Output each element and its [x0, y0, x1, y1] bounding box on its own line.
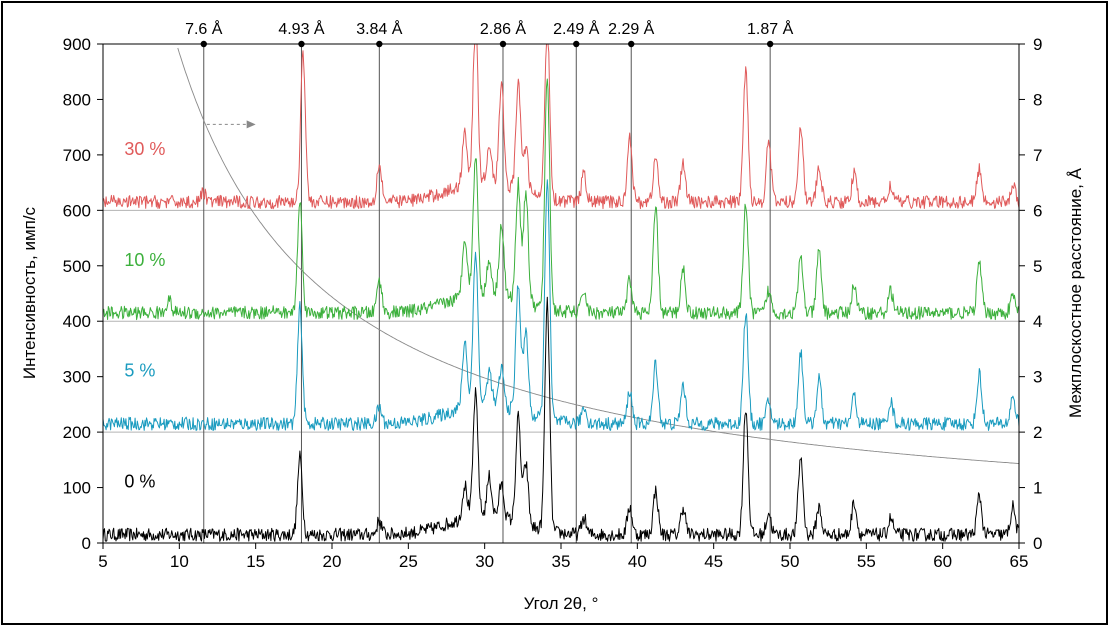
d-spacing-marker	[628, 40, 635, 48]
y2-tick-label: 5	[1033, 257, 1042, 276]
y-tick-label: 400	[63, 312, 91, 331]
y-tick-label: 900	[63, 35, 91, 54]
grid-layer	[103, 209, 1019, 433]
d-spacing-lines	[203, 44, 771, 543]
series-label: 0 %	[124, 472, 155, 492]
y2-axis-label: Межплоскостное расстояние, Å	[1066, 167, 1085, 418]
x-tick-label: 30	[475, 552, 494, 571]
y-tick-label: 800	[63, 90, 91, 109]
x-tick-label: 50	[781, 552, 800, 571]
d-spacing-marker	[766, 40, 774, 48]
x-tick-label: 65	[1010, 552, 1029, 571]
y-tick-label: 600	[63, 201, 91, 220]
d-spacing-label: 4.93 Å	[278, 19, 325, 38]
d-spacing-marker	[376, 40, 383, 48]
arrow-head	[246, 120, 256, 129]
d-spacing-label: 1.87 Å	[747, 19, 794, 38]
x-tick-label: 20	[323, 552, 342, 571]
arrow-annotation	[206, 120, 256, 129]
x-tick-label: 15	[246, 552, 265, 571]
y2-tick-label: 7	[1033, 146, 1042, 165]
d-spacing-marker	[573, 40, 580, 48]
y-tick-label: 500	[63, 257, 91, 276]
y-tick-label: 0	[82, 534, 91, 553]
y2-tick-label: 1	[1033, 479, 1042, 498]
d-spacing-marker	[200, 40, 207, 48]
d-spacing-curve-layer	[177, 47, 1020, 464]
y2-tick-label: 8	[1033, 90, 1042, 109]
d-spacing-label: 2.49 Å	[553, 19, 600, 38]
y2-tick-label: 0	[1033, 534, 1042, 553]
series-trace	[102, 43, 1020, 210]
d-spacing-label: 2.29 Å	[608, 19, 655, 38]
x-tick-label: 40	[628, 552, 647, 571]
x-axis-label: Угол 2θ, °	[524, 594, 599, 613]
x-tick-label: 55	[857, 552, 876, 571]
y-tick-label: 200	[63, 423, 91, 442]
x-tick-label: 5	[98, 552, 107, 571]
x-tick-label: 60	[933, 552, 952, 571]
y-tick-label: 700	[63, 146, 91, 165]
y2-tick-label: 9	[1033, 35, 1042, 54]
x-tick-label: 35	[552, 552, 571, 571]
series-layer: 0 % 5 % 10 % 30 %	[102, 43, 1020, 542]
y-tick-label: 100	[63, 479, 91, 498]
x-tick-label: 25	[399, 552, 418, 571]
plot-area	[102, 43, 1020, 544]
x-tick-label: 45	[704, 552, 723, 571]
x-tick-label: 10	[170, 552, 189, 571]
y2-tick-label: 2	[1033, 423, 1042, 442]
series-label: 5 %	[124, 361, 155, 381]
y-axis-label: Интенсивность, имп/с	[20, 206, 39, 379]
series-trace	[102, 78, 1020, 321]
series-trace	[102, 179, 1020, 431]
series-label: 30 %	[124, 139, 165, 159]
d-spacing-marker	[499, 40, 507, 48]
axis-ticks: 5 10 15 20 25 30 35 40 45 50 55 60 65010020030040050…	[63, 35, 1043, 571]
d-spacing-curve	[177, 47, 1020, 464]
d-spacing-label: 7.6 Å	[185, 19, 223, 38]
y2-tick-label: 3	[1033, 368, 1042, 387]
d-spacing-marker	[298, 40, 305, 48]
series-label: 10 %	[124, 250, 165, 270]
y-tick-label: 300	[63, 368, 91, 387]
y2-tick-label: 4	[1033, 312, 1042, 331]
d-spacing-labels: 7.6 Å 4.93 Å 3.84 Å 2.86 Å 2.49 Å 2.29 Å 1.87 …	[185, 19, 794, 48]
y2-tick-label: 6	[1033, 201, 1042, 220]
series-trace	[102, 296, 1020, 542]
d-spacing-label: 2.86 Å	[480, 19, 527, 38]
d-spacing-label: 3.84 Å	[356, 19, 403, 38]
